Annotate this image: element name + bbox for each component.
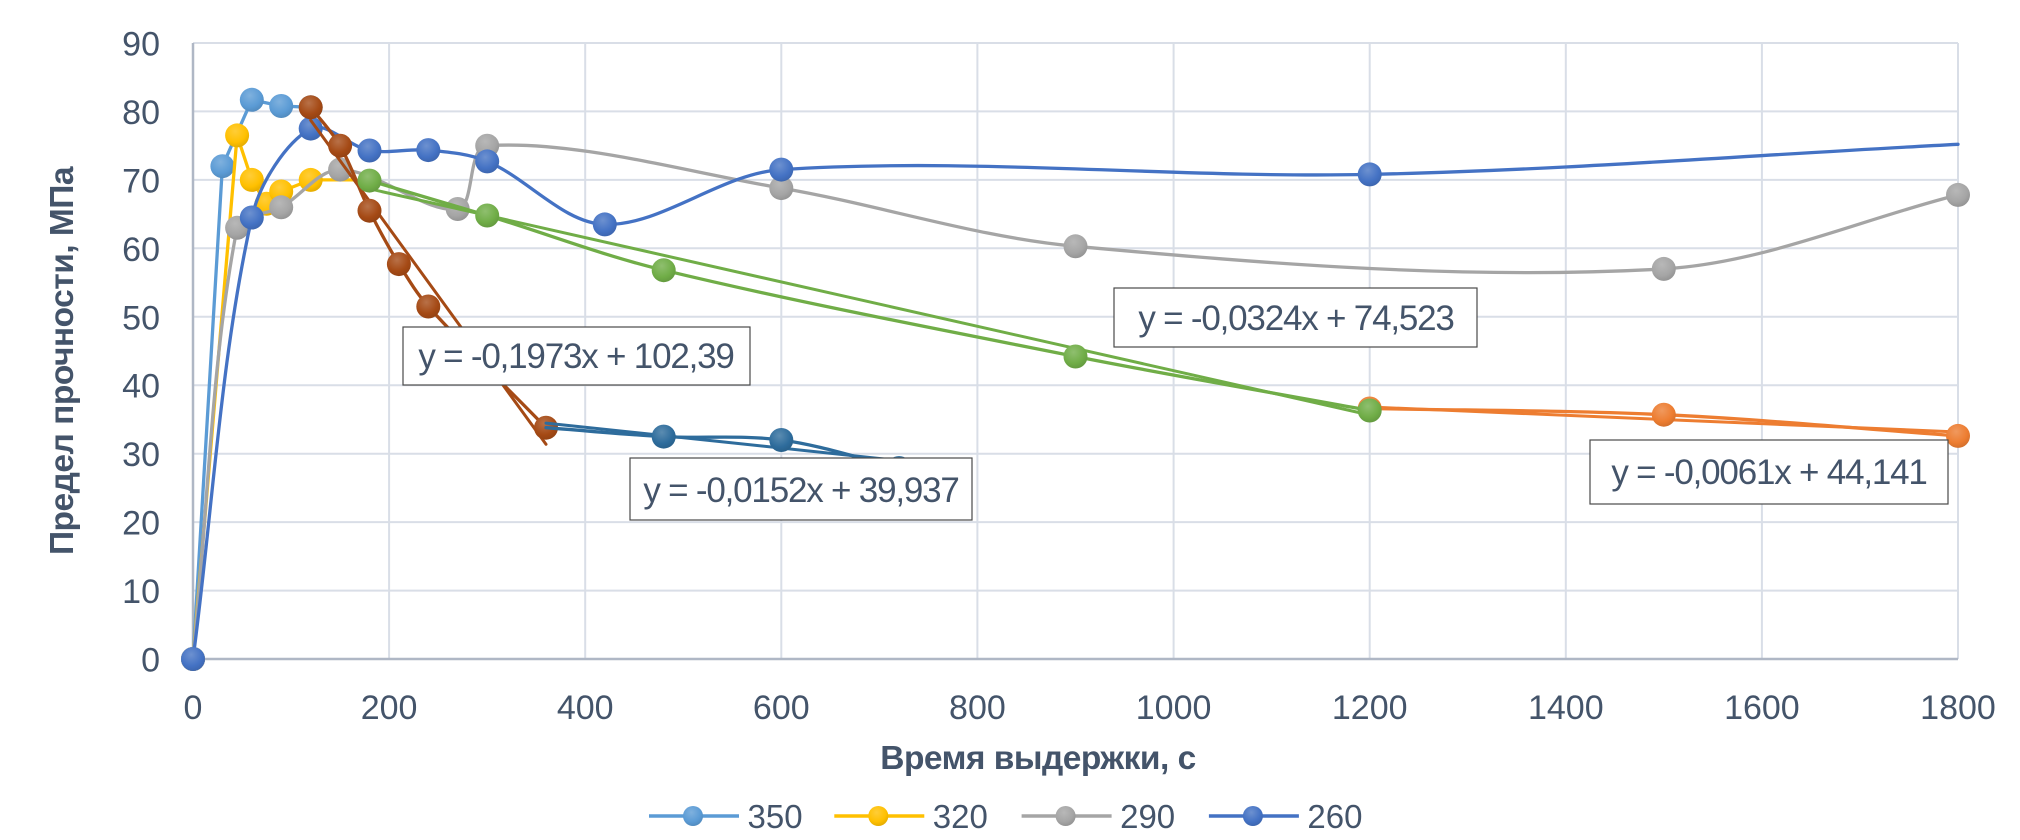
svg-text:y = -0,1973x + 102,39: y = -0,1973x + 102,39 xyxy=(418,337,733,376)
svg-text:70: 70 xyxy=(122,162,160,200)
svg-text:Время выдержки, с: Время выдержки, с xyxy=(880,740,1195,777)
svg-text:1000: 1000 xyxy=(1136,689,1212,727)
svg-text:1200: 1200 xyxy=(1332,689,1408,727)
svg-text:350: 350 xyxy=(748,798,803,835)
svg-text:10: 10 xyxy=(122,573,160,611)
svg-text:290: 290 xyxy=(1120,798,1175,835)
svg-text:1600: 1600 xyxy=(1724,689,1800,727)
svg-text:400: 400 xyxy=(557,689,614,727)
svg-text:600: 600 xyxy=(753,689,810,727)
svg-text:20: 20 xyxy=(122,505,160,543)
svg-text:200: 200 xyxy=(361,689,418,727)
svg-text:800: 800 xyxy=(949,689,1006,727)
svg-text:320: 320 xyxy=(933,798,988,835)
svg-text:60: 60 xyxy=(122,231,160,269)
svg-text:Предел прочности, МПа: Предел прочности, МПа xyxy=(44,166,81,555)
svg-text:30: 30 xyxy=(122,436,160,474)
svg-text:0: 0 xyxy=(184,689,203,727)
svg-text:1400: 1400 xyxy=(1528,689,1604,727)
svg-text:y = -0,0324x + 74,523: y = -0,0324x + 74,523 xyxy=(1138,299,1453,338)
svg-text:0: 0 xyxy=(141,642,160,680)
svg-text:y = -0,0061x + 44,141: y = -0,0061x + 44,141 xyxy=(1611,453,1926,492)
svg-text:1800: 1800 xyxy=(1920,689,1996,727)
svg-text:260: 260 xyxy=(1307,798,1362,835)
svg-text:40: 40 xyxy=(122,368,160,406)
svg-text:80: 80 xyxy=(122,94,160,132)
svg-text:50: 50 xyxy=(122,299,160,337)
svg-text:90: 90 xyxy=(122,26,160,64)
svg-text:y = -0,0152x + 39,937: y = -0,0152x + 39,937 xyxy=(643,471,958,510)
